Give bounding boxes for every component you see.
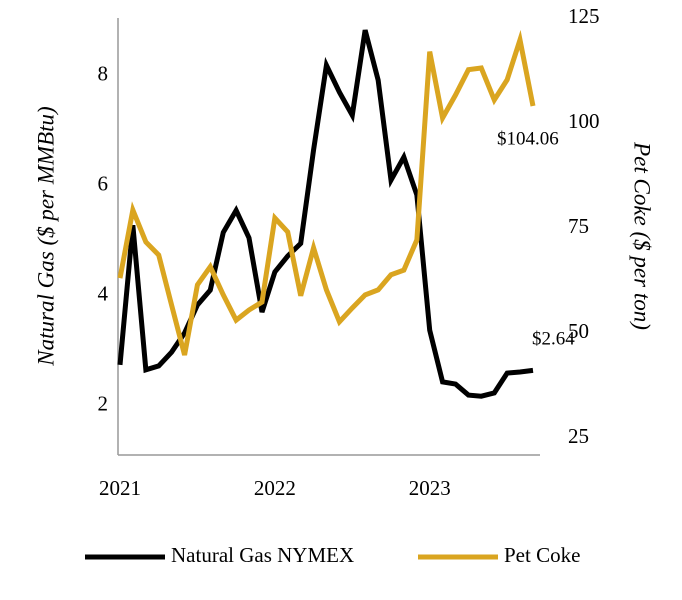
y-tick-label: 2	[98, 391, 109, 415]
x-tick-label: 2021	[99, 476, 141, 500]
x-tick-label: 2023	[409, 476, 451, 500]
y-tick-label: 8	[98, 62, 109, 86]
y2-axis-label: Pet Coke ($ per ton)	[630, 141, 655, 330]
y2-tick-label: 25	[568, 424, 589, 448]
annotation: $2.64	[532, 328, 575, 349]
y2-tick-label: 50	[568, 319, 589, 343]
y2-tick-label: 75	[568, 214, 589, 238]
y-tick-label: 6	[98, 171, 109, 195]
y-axis-label: Natural Gas ($ per MMBtu)	[33, 106, 58, 366]
x-tick-label: 2022	[254, 476, 296, 500]
legend-label: Natural Gas NYMEX	[171, 543, 354, 567]
annotation: $104.06	[497, 128, 559, 149]
legend-label: Pet Coke	[504, 543, 580, 567]
y2-tick-label: 100	[568, 109, 600, 133]
y-tick-label: 4	[98, 281, 109, 305]
y2-tick-label: 125	[568, 4, 600, 28]
line-series	[117, 29, 536, 356]
